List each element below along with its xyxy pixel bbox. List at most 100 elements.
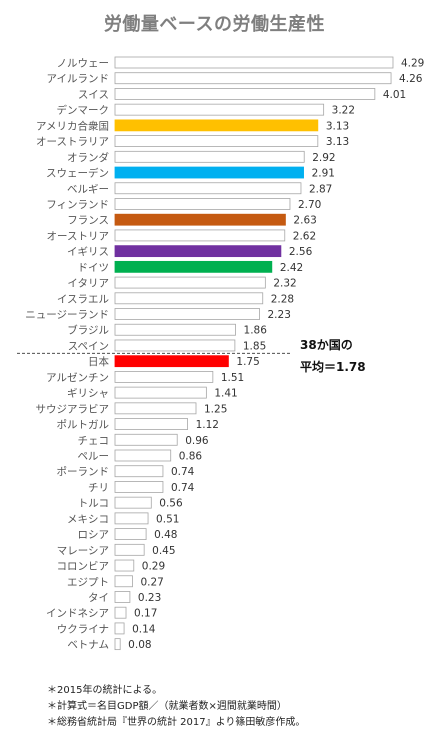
bar bbox=[114, 213, 286, 226]
category-label: ドイツ bbox=[78, 262, 110, 274]
value-label: 2.23 bbox=[268, 309, 291, 321]
value-label: 0.27 bbox=[140, 576, 163, 588]
value-label: 4.26 bbox=[399, 73, 423, 85]
bar bbox=[114, 229, 286, 242]
bar bbox=[114, 418, 188, 430]
bar bbox=[114, 433, 178, 446]
bar bbox=[114, 528, 147, 540]
bar bbox=[114, 103, 325, 116]
value-label: 2.92 bbox=[312, 152, 335, 164]
category-label: フィンランド bbox=[46, 199, 109, 211]
bar bbox=[114, 559, 135, 572]
footnotes: ＊2015年の統計による。 ＊計算式＝名目GDP額／（就業者数×週間就業時間） … bbox=[47, 683, 305, 731]
bar bbox=[114, 182, 302, 195]
value-label: 0.14 bbox=[132, 623, 156, 635]
category-label: メキシコ bbox=[67, 513, 109, 525]
value-label: 2.91 bbox=[312, 168, 335, 180]
category-label: 日本 bbox=[88, 355, 109, 368]
bar bbox=[114, 198, 291, 210]
bar bbox=[114, 119, 319, 132]
bar bbox=[114, 465, 164, 478]
value-label: 4.29 bbox=[401, 58, 424, 70]
value-label: 0.86 bbox=[179, 451, 203, 463]
category-label: チェコ bbox=[78, 435, 110, 447]
bar bbox=[114, 622, 125, 635]
value-label: 0.45 bbox=[152, 545, 175, 557]
value-label: 1.85 bbox=[243, 340, 266, 352]
category-label: ニュージーランド bbox=[25, 309, 109, 321]
value-label: 1.25 bbox=[204, 403, 227, 415]
value-label: 0.23 bbox=[138, 592, 161, 604]
category-label: サウジアラビア bbox=[36, 403, 110, 415]
category-label: ペルー bbox=[78, 451, 110, 463]
average-label-line2: 平均＝1.78 bbox=[300, 356, 366, 378]
category-label: チリ bbox=[88, 482, 109, 494]
value-label: 1.51 bbox=[221, 372, 244, 384]
value-label: 2.32 bbox=[273, 278, 296, 290]
bar bbox=[114, 370, 214, 383]
average-value: 1.78 bbox=[336, 360, 366, 374]
bar bbox=[114, 496, 152, 509]
category-label: ウクライナ bbox=[57, 623, 109, 635]
category-label: タイ bbox=[88, 592, 109, 604]
bar bbox=[114, 56, 394, 69]
value-label: 3.13 bbox=[326, 120, 349, 132]
bar bbox=[114, 323, 236, 336]
category-label: エジプト bbox=[67, 576, 109, 588]
value-label: 0.74 bbox=[171, 466, 195, 478]
bar bbox=[114, 606, 127, 619]
chart-title: 労働量ベースの労働生産性 bbox=[103, 14, 326, 35]
value-label: 4.01 bbox=[383, 89, 406, 101]
value-label: 1.75 bbox=[236, 356, 259, 368]
bar bbox=[114, 402, 197, 415]
value-label: 3.13 bbox=[326, 136, 349, 148]
category-label: オーストラリア bbox=[36, 136, 109, 148]
average-label-prefix: 平均＝ bbox=[300, 360, 337, 374]
bar bbox=[114, 245, 282, 258]
value-label: 1.86 bbox=[244, 325, 268, 337]
bar bbox=[114, 150, 305, 163]
value-label: 0.51 bbox=[156, 513, 179, 525]
category-label: アイルランド bbox=[47, 73, 109, 85]
category-label: ベルギー bbox=[67, 183, 109, 195]
category-label: アメリカ合衆国 bbox=[36, 119, 109, 132]
footnote: ＊総務省統計局『世界の統計 2017』より篠田敏彦作成。 bbox=[47, 717, 306, 728]
bar bbox=[114, 575, 133, 588]
value-label: 2.56 bbox=[289, 246, 313, 258]
value-label: 0.74 bbox=[171, 482, 195, 494]
category-label: オーストリア bbox=[47, 230, 109, 242]
value-label: 2.70 bbox=[298, 199, 321, 211]
category-label: オランダ bbox=[67, 151, 109, 164]
category-label: イタリア bbox=[67, 278, 109, 290]
category-label: ギリシャ bbox=[67, 388, 109, 400]
category-label: ノルウェー bbox=[57, 58, 110, 70]
bar bbox=[114, 292, 264, 305]
bar bbox=[114, 339, 236, 352]
value-label: 0.17 bbox=[134, 608, 157, 620]
bar bbox=[114, 449, 172, 462]
value-label: 3.22 bbox=[332, 105, 355, 117]
value-label: 0.48 bbox=[154, 529, 177, 541]
bar bbox=[114, 72, 392, 85]
category-label: アルゼンチン bbox=[46, 372, 109, 384]
value-label: 0.56 bbox=[159, 498, 183, 510]
category-label: マレーシア bbox=[57, 545, 109, 557]
category-label: コロンビア bbox=[57, 561, 110, 573]
bar bbox=[114, 166, 304, 179]
average-annotation: 38か国の 平均＝1.78 bbox=[300, 334, 366, 378]
value-label: 1.12 bbox=[196, 419, 219, 431]
bar bbox=[114, 591, 131, 603]
category-label: インドネシア bbox=[46, 608, 109, 620]
category-label: イギリス bbox=[67, 246, 109, 258]
value-label: 0.96 bbox=[185, 435, 209, 447]
bar bbox=[114, 386, 207, 399]
value-label: 2.42 bbox=[280, 262, 303, 274]
bar bbox=[114, 355, 229, 368]
bar bbox=[114, 638, 121, 651]
footnote: ＊2015年の統計による。 bbox=[47, 685, 163, 696]
bar bbox=[114, 88, 376, 100]
category-label: フランス bbox=[67, 215, 109, 227]
category-label: トルコ bbox=[78, 498, 109, 510]
category-label: ロシア bbox=[78, 529, 110, 541]
